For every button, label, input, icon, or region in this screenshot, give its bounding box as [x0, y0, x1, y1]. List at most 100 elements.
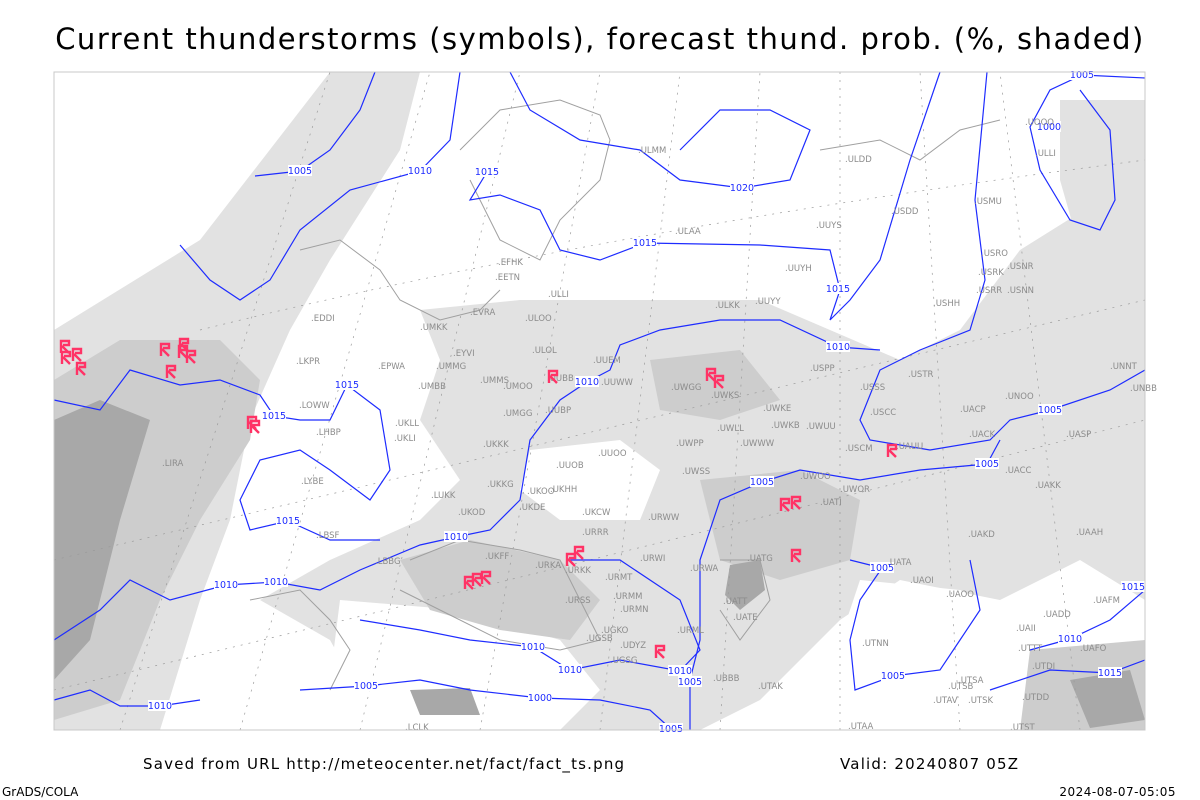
- station-label: .UUEM: [593, 356, 621, 366]
- station-label: .LUKK: [431, 491, 456, 501]
- station-label: .UTST: [1010, 723, 1036, 733]
- station-label: .URSS: [565, 596, 591, 606]
- thunderstorm-symbol-icon: [654, 644, 666, 659]
- station-label: .UTTT: [1018, 644, 1043, 654]
- station-label: .UATI: [820, 498, 842, 508]
- station-label: .UKLL: [395, 419, 419, 429]
- isobar: [53, 369, 391, 541]
- thunderstorm-symbol-icon: [480, 570, 492, 585]
- isobar-label-background: [1070, 69, 1094, 80]
- isobar-label-background: [750, 476, 774, 487]
- thunderstorm-symbol-icon: [573, 545, 585, 560]
- station-label: .UWOO: [800, 472, 831, 482]
- station-label: .UKKK: [483, 440, 509, 450]
- isobar-label: 1005: [975, 459, 999, 470]
- isobar: [468, 71, 941, 321]
- isobar-label: 1010: [148, 701, 172, 712]
- isobar-label-background: [1058, 633, 1082, 644]
- station-label: .UUBP: [545, 406, 571, 416]
- map-title: Current thunderstorms (symbols), forecas…: [55, 22, 1145, 56]
- shading-area: [830, 580, 1020, 730]
- station-label: .UMGG: [503, 409, 532, 419]
- station-label: .UATA: [887, 558, 912, 568]
- station-label: .URWW: [648, 513, 680, 523]
- isobar-label-background: [826, 283, 850, 294]
- station-label: .UUBB: [547, 374, 574, 384]
- isobar: [179, 71, 461, 301]
- coastline: [249, 589, 351, 691]
- station-label: .UUYY: [755, 297, 781, 307]
- station-label: .UMMG: [436, 362, 466, 372]
- coastline: [819, 119, 1001, 161]
- station-label: .UUYH: [785, 264, 812, 274]
- isobar-label: 1005: [750, 477, 774, 488]
- isobar-label-background: [528, 692, 552, 703]
- station-label: .LIRA: [162, 459, 184, 469]
- graticule: [53, 71, 1146, 731]
- station-label: .UACP: [960, 405, 986, 415]
- station-label: .UAOO: [946, 590, 974, 600]
- isobar-label-background: [633, 237, 657, 248]
- station-label: .UKFF: [485, 552, 509, 562]
- thunderstorm-symbols: [59, 337, 898, 659]
- station-label: .UKKG: [487, 480, 514, 490]
- station-label: .URRR: [582, 528, 609, 538]
- isobar: [849, 559, 981, 691]
- station-label: .EPWA: [378, 362, 405, 372]
- station-label: .UAII: [1016, 624, 1036, 634]
- station-label: .UMMS: [480, 376, 509, 386]
- isobar-label-background: [1038, 404, 1062, 415]
- station-label: .USDD: [891, 207, 919, 217]
- station-label: .UTDD: [1022, 693, 1050, 703]
- thunderstorm-symbol-icon: [779, 497, 791, 512]
- isobar-label-background: [1121, 581, 1145, 592]
- isobar-label-background: [668, 665, 692, 676]
- station-label: .UNNT: [1110, 362, 1138, 372]
- station-label: .UKCW: [582, 508, 611, 518]
- station-label: .ULAA: [675, 227, 701, 237]
- station-label: .EETN: [495, 273, 520, 283]
- shading-area: [410, 688, 480, 715]
- isobar: [254, 71, 376, 177]
- isobar-label-background: [975, 458, 999, 469]
- station-label: .USMU: [974, 197, 1002, 207]
- station-label: .UTDI: [1032, 662, 1055, 672]
- isobar-label: 1010: [558, 665, 582, 676]
- station-label: .UACC: [1005, 466, 1032, 476]
- station-label: .UTSB: [948, 682, 974, 692]
- station-label: .UNBB: [1130, 384, 1157, 394]
- isobar-label-background: [276, 515, 300, 526]
- isobar-label-background: [678, 676, 702, 687]
- shading-area: [1070, 670, 1145, 728]
- station-label: .UWPP: [676, 439, 704, 449]
- station-label: .LBBG: [375, 557, 401, 567]
- station-label: .USCM: [845, 444, 873, 454]
- station-label: .URMN: [620, 605, 649, 615]
- station-label: .USNN: [1007, 286, 1034, 296]
- station-label: .UNOO: [1005, 392, 1034, 402]
- station-label: .URMM: [613, 592, 643, 602]
- station-label: .UKOD: [458, 508, 486, 518]
- station-label: .EDDI: [311, 314, 335, 324]
- station-label: .ULDD: [845, 155, 872, 165]
- station-label: .LOWW: [299, 401, 330, 411]
- thunderstorm-symbol-icon: [159, 342, 171, 357]
- source-url-text: Saved from URL http://meteocenter.net/fa…: [143, 755, 626, 773]
- station-label: .UATG: [747, 554, 773, 564]
- station-label: .UUYS: [816, 221, 842, 231]
- station-label: .UWSS: [682, 467, 710, 477]
- isobar-label-background: [288, 165, 312, 176]
- thunderstorm-symbol-icon: [790, 495, 802, 510]
- station-label: .UGSG: [610, 656, 638, 666]
- station-label: .UMOO: [503, 382, 533, 392]
- isobar-label-background: [408, 165, 432, 176]
- shading-area: [54, 400, 150, 680]
- isobar-label: 1015: [262, 411, 286, 422]
- station-label: .UAFO: [1080, 644, 1107, 654]
- isobar-label: 1015: [475, 167, 499, 178]
- coastline: [459, 99, 611, 261]
- isobar-label: 1010: [444, 532, 468, 543]
- thunderstorm-symbol-icon: [165, 364, 177, 379]
- shading-area: [725, 560, 765, 610]
